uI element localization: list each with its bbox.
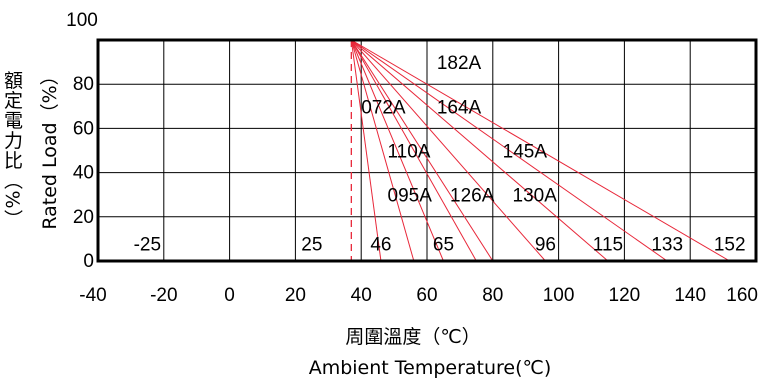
model-label-0: 182A (437, 53, 482, 74)
x-tick-label-10: 160 (726, 285, 758, 306)
temp-label-11: 65 (433, 234, 454, 255)
x-tick-label-8: 120 (609, 285, 641, 306)
y-axis-label-en: Rated Load（%） (39, 66, 61, 229)
x-tick-label-3: 20 (285, 285, 306, 306)
x-tick-label-4: 40 (351, 285, 372, 306)
derating-line-1 (350, 39, 415, 262)
x-tick-label-7: 100 (543, 285, 575, 306)
model-label-5: 095A (388, 186, 433, 207)
x-tick-label-0: -40 (79, 285, 106, 306)
x-axis-label-en: Ambient Temperature(℃) (309, 357, 552, 379)
derating-line-3 (350, 39, 477, 262)
model-label-6: 126A (450, 186, 495, 207)
model-label-1: 072A (361, 97, 406, 118)
y-axis-ticks: 0 20 40 60 80 100 (66, 10, 98, 272)
derating-line-0 (350, 39, 382, 262)
derating-line-2 (350, 39, 444, 262)
data-labels: 182A 072A 164A 110A 145A 095A 126A 130A -25 25 46 6… (134, 53, 746, 255)
model-label-2: 164A (437, 97, 482, 118)
derating-line-6 (351, 39, 609, 262)
derating-line-8 (351, 39, 730, 262)
temp-label-9: 25 (301, 234, 322, 255)
y-tick-label-1: 20 (73, 207, 94, 228)
x-axis-label-zh: 周圍溫度（℃） (345, 326, 480, 348)
temp-label-8: -25 (134, 234, 161, 255)
temp-label-14: 133 (651, 234, 683, 255)
y-axis-label-zh: 額定電力比（%） (1, 70, 23, 229)
x-tick-label-6: 80 (482, 285, 503, 306)
temp-label-15: 152 (714, 234, 746, 255)
x-tick-label-9: 140 (674, 285, 706, 306)
model-label-7: 130A (513, 186, 558, 207)
model-label-4: 145A (503, 142, 548, 163)
x-tick-label-1: -20 (150, 285, 177, 306)
derating-line-4 (350, 39, 494, 262)
x-tick-label-5: 60 (416, 285, 437, 306)
temp-label-10: 46 (370, 234, 391, 255)
derating-lines (350, 39, 730, 262)
y-tick-label-3: 60 (73, 118, 94, 139)
x-tick-label-2: 0 (224, 285, 235, 306)
y-tick-label-2: 40 (73, 163, 94, 184)
y-tick-label-5: 100 (66, 10, 98, 31)
temp-label-12: 96 (535, 234, 556, 255)
model-label-3: 110A (388, 142, 431, 163)
derating-line-5 (350, 39, 546, 262)
y-tick-label-4: 80 (73, 74, 94, 95)
temp-label-13: 115 (593, 234, 623, 255)
x-axis-ticks: -40 -20 0 20 40 60 80 100 120 140 160 (79, 285, 758, 306)
derating-line-7 (351, 39, 668, 262)
plot-frame (96, 38, 758, 263)
y-tick-label-0: 0 (83, 251, 94, 272)
